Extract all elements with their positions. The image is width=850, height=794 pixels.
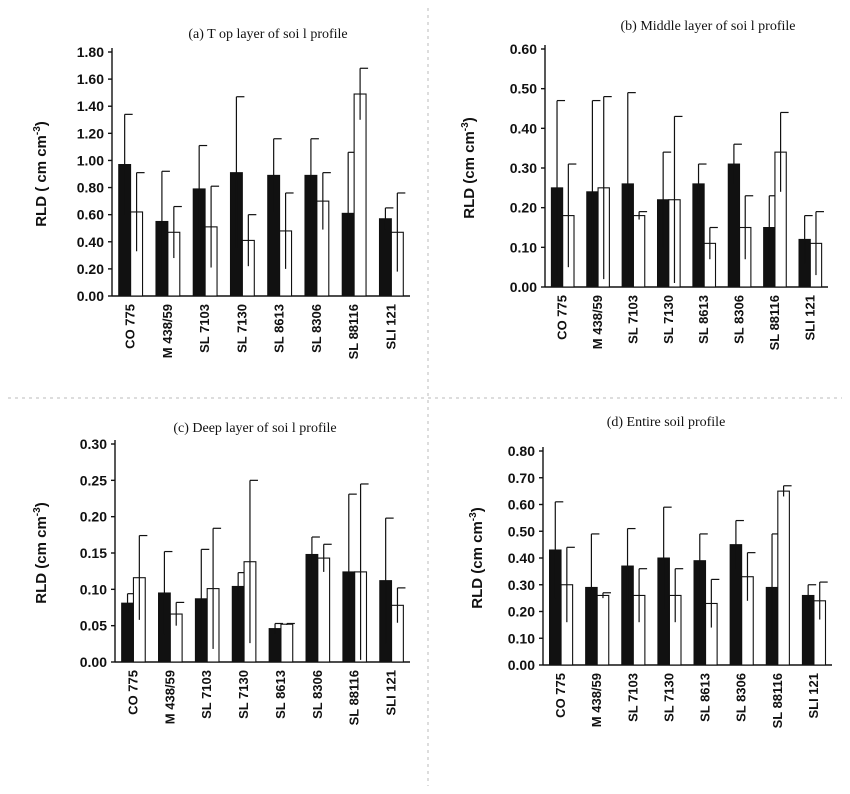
y-tick-label: 0.05 — [80, 618, 107, 634]
x-category-label: SLI 121 — [383, 304, 398, 350]
panel-title: (b) Middle layer of soi l profile — [621, 19, 796, 34]
y-tick-label: 1.40 — [77, 98, 104, 114]
x-category-label: SL 8613 — [698, 673, 713, 722]
x-category-label: SL 88116 — [346, 304, 361, 359]
x-category-label: SL 8306 — [732, 295, 747, 344]
chart-panel-d: (d) Entire soil profile RLD (cm cm-3) 0.00… — [468, 415, 832, 728]
y-tick-label: 0.40 — [77, 234, 104, 250]
x-category-label: SL 88116 — [770, 673, 785, 728]
y-tick-label: 1.00 — [77, 152, 104, 168]
x-category-label: CO 775 — [123, 304, 138, 349]
y-tick-label: 0.30 — [508, 577, 535, 593]
x-category-label: M 438/59 — [162, 670, 177, 724]
y-tick-label: 0.60 — [510, 41, 537, 57]
x-category-label: SL 8613 — [272, 304, 287, 353]
y-tick-label: 0.80 — [508, 443, 535, 459]
x-category-label: SL 88116 — [347, 670, 362, 725]
bar-series-2 — [632, 215, 646, 288]
y-tick-label: 0.40 — [510, 120, 537, 136]
y-axis-label: RLD (cm cm-3) — [32, 502, 50, 603]
x-category-label: CO 775 — [555, 295, 570, 340]
x-category-label: CO 775 — [553, 673, 568, 718]
x-category-label: SL 7103 — [197, 304, 212, 353]
bar-series-2 — [777, 490, 790, 666]
x-category-label: SL 7103 — [199, 670, 214, 719]
bar-series-1 — [378, 218, 392, 297]
x-category-label: SL 8613 — [696, 295, 711, 344]
y-tick-label: 0.00 — [80, 654, 107, 670]
y-tick-label: 0.30 — [80, 436, 107, 452]
y-tick-label: 0.40 — [508, 550, 535, 566]
y-tick-label: 1.80 — [77, 44, 104, 60]
x-category-label: SL 7130 — [236, 670, 251, 719]
y-axis-label: RLD (cm cm-3) — [460, 117, 478, 218]
y-tick-label: 1.20 — [77, 125, 104, 141]
y-tick-label: 0.00 — [510, 279, 537, 295]
x-category-label: M 438/59 — [160, 304, 175, 358]
y-axis-label: RLD ( cm cm-3) — [32, 121, 50, 227]
x-category-label: SL 7130 — [234, 304, 249, 353]
y-tick-label: 0.50 — [508, 523, 535, 539]
y-tick-label: 0.70 — [508, 470, 535, 486]
x-category-label: SLI 121 — [384, 670, 399, 716]
y-tick-label: 1.60 — [77, 71, 104, 87]
y-tick-label: 0.50 — [510, 81, 537, 97]
bar-series-2 — [317, 557, 331, 663]
x-category-label: SLI 121 — [802, 295, 817, 341]
x-category-label: SL 7130 — [661, 295, 676, 344]
y-tick-label: 0.20 — [510, 200, 537, 216]
x-category-label: M 438/59 — [590, 295, 605, 349]
y-tick-label: 0.10 — [508, 630, 535, 646]
x-category-label: SL 8306 — [310, 670, 325, 719]
y-tick-label: 0.15 — [80, 545, 107, 561]
y-tick-label: 0.60 — [77, 207, 104, 223]
y-tick-label: 0.20 — [80, 509, 107, 525]
x-category-label: SLI 121 — [806, 673, 821, 719]
x-category-label: M 438/59 — [589, 673, 604, 727]
y-tick-label: 0.00 — [508, 657, 535, 673]
y-tick-label: 0.10 — [80, 581, 107, 597]
bar-series-2 — [353, 93, 367, 297]
x-category-label: SL 8613 — [273, 670, 288, 719]
x-category-label: SL 8306 — [309, 304, 324, 353]
y-tick-label: 0.30 — [510, 160, 537, 176]
y-tick-label: 0.00 — [77, 288, 104, 304]
x-category-label: SL 7103 — [625, 673, 640, 722]
x-category-label: CO 775 — [125, 670, 140, 715]
y-tick-label: 0.60 — [508, 497, 535, 513]
panel-title: (c) Deep layer of soi l profile — [173, 421, 336, 436]
bar-series-2 — [280, 623, 294, 663]
x-category-label: SL 8306 — [734, 673, 749, 722]
y-tick-label: 0.20 — [508, 604, 535, 620]
y-tick-label: 0.10 — [510, 239, 537, 255]
x-category-label: SL 88116 — [767, 295, 782, 350]
y-tick-label: 0.20 — [77, 261, 104, 277]
bar-series-2 — [596, 594, 610, 666]
chart-panel-a: (a) T op layer of soi l profile RLD ( cm … — [32, 27, 410, 359]
x-category-label: SL 7103 — [625, 295, 640, 344]
chart-panel-b: (b) Middle layer of soi l profile RLD (cm… — [460, 19, 828, 350]
y-tick-label: 0.80 — [77, 180, 104, 196]
y-axis-label: RLD (cm cm-3) — [468, 507, 486, 608]
x-category-label: SL 7130 — [661, 673, 676, 722]
y-tick-label: 0.25 — [80, 472, 107, 488]
panel-title: (a) T op layer of soi l profile — [188, 27, 347, 42]
panel-title: (d) Entire soil profile — [607, 415, 726, 430]
chart-panel-c: (c) Deep layer of soi l profile RLD (cm c… — [32, 421, 410, 725]
